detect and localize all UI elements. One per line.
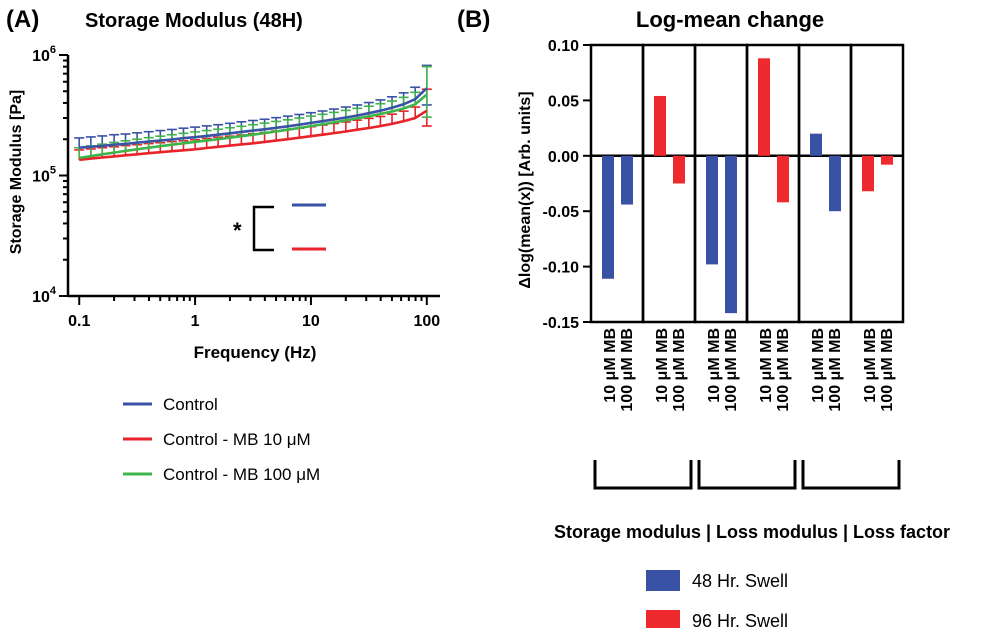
bar-label: 100 μM MB [775,328,792,412]
panel-a-series [74,64,432,162]
panel-b-group-brackets [593,460,901,490]
significance-bracket: * [233,203,326,252]
significance-marker: * [233,218,242,243]
group-bracket [593,460,693,490]
bar [602,155,614,279]
bar-label: 10 μM MB [810,328,827,403]
bar [725,155,737,314]
x-tick-label: 1 [191,313,200,330]
bar [654,95,666,156]
bar [881,155,893,165]
legend-label: Control - MB 100 μM [163,465,320,484]
bar-label: 100 μM MB [827,328,844,412]
bar [829,155,841,212]
series-line-1 [79,109,428,162]
panel-b-label: (B) [457,6,490,33]
panel-a-axes: 0.1 1 10 100 104 105 106 [32,44,440,330]
bar-label: 10 μM MB [602,328,619,403]
legend-swatch [646,610,680,628]
panel-a-xlabel: Frequency (Hz) [194,343,317,362]
legend-label: 96 Hr. Swell [692,611,788,628]
panel-b-bar-labels: 10 μM MB 100 μM MB 10 μM MB 100 μM MB 10 μM … [602,328,896,412]
series-line-2 [79,93,428,160]
legend-label: Control [163,395,218,414]
y-tick-label: -0.10 [543,260,580,277]
x-tick-label: 0.1 [68,313,90,330]
panel-box [849,43,905,324]
bar [673,155,685,184]
bar [810,133,822,156]
x-tick-label: 10 [302,313,320,330]
bar [777,155,789,203]
panel-box [797,43,853,324]
bar-label: 100 μM MB [723,328,740,412]
panel-a-ylabel: Storage Modulus [Pa] [8,90,25,254]
bar [758,58,770,156]
panel-b-ylabel: Δlog(mean(x)) [Arb. units] [517,91,534,288]
panel-box [745,43,801,324]
bar-label: 100 μM MB [671,328,688,412]
bar [706,155,718,265]
series-line-0 [79,87,428,149]
panel-a-label: (A) [6,6,39,33]
panel-box [693,43,749,324]
panel-box [589,43,645,324]
bar-label: 10 μM MB [654,328,671,403]
panel-b-group-caption: Storage modulus | Loss modulus | Loss fa… [554,522,950,542]
panel-b-bars [602,58,893,314]
panel-box [641,43,697,324]
y-tick-label: -0.15 [543,315,580,332]
panel-b-legend: 48 Hr. Swell 96 Hr. Swell [646,570,788,628]
panel-a-legend: Control Control - MB 10 μM Control - MB 10… [123,395,320,484]
legend-label: 48 Hr. Swell [692,571,788,591]
group-bracket [697,460,797,490]
bar-label: 10 μM MB [862,328,879,403]
bar-label: 100 μM MB [619,328,636,412]
bar-label: 10 μM MB [706,328,723,403]
y-tick-label: 104 [32,285,57,306]
bar-label: 100 μM MB [879,328,896,412]
panel-b-axes: 0.10 0.05 0.00 -0.05 -0.10 -0.15 [543,38,905,332]
bar [621,155,633,205]
y-tick-label: -0.05 [543,204,580,221]
group-bracket [801,460,901,490]
y-tick-label: 0.00 [548,149,579,166]
x-tick-label: 100 [413,313,440,330]
y-tick-label: 0.05 [548,93,579,110]
bar [862,155,874,192]
legend-swatch [646,570,680,591]
y-tick-label: 106 [32,44,56,65]
legend-label: Control - MB 10 μM [163,430,311,449]
bar-label: 10 μM MB [758,328,775,403]
panel-a-title: Storage Modulus (48H) [85,10,303,32]
y-tick-label: 0.10 [548,38,579,55]
y-tick-label: 105 [32,165,56,186]
panel-b-title: Log-mean change [636,7,824,32]
